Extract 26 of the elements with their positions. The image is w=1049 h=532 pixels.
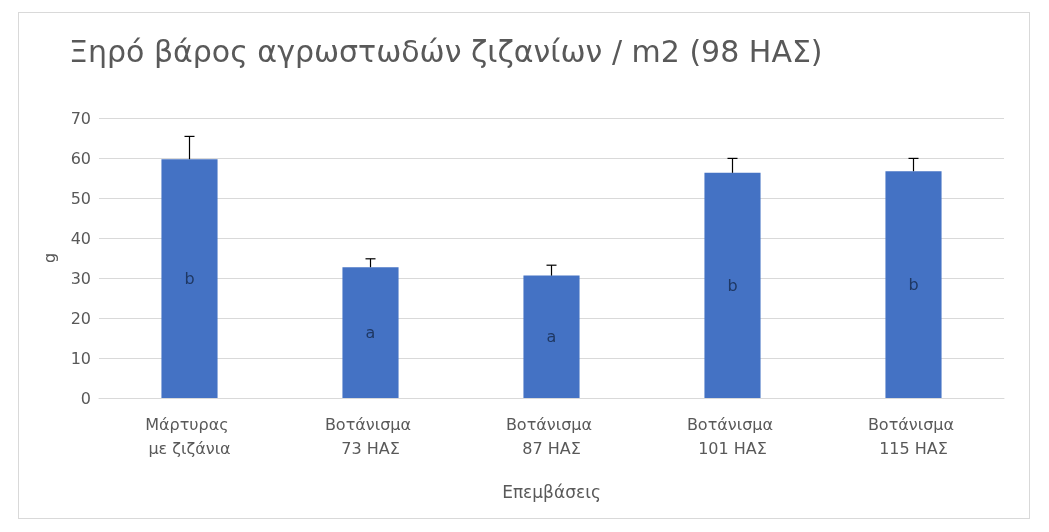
y-tick-label: 50 bbox=[70, 188, 91, 208]
bar bbox=[704, 172, 761, 398]
y-tick-label: 40 bbox=[70, 228, 91, 248]
bar bbox=[342, 267, 399, 398]
x-tick-label: Μάρτυρας με ζιζάνια bbox=[145, 414, 234, 458]
y-tick-label: 30 bbox=[70, 268, 91, 288]
y-tick-label: 20 bbox=[70, 308, 91, 328]
y-tick-label: 70 bbox=[70, 108, 91, 128]
x-tick-label: Βοτάνισμα 87 ΗΑΣ bbox=[505, 414, 598, 458]
annotation: b bbox=[727, 275, 738, 295]
chart-title: Ξηρό βάρος αγρωστωδών ζιζανίων / m2 (98 ΗΑΣ) bbox=[69, 33, 823, 69]
annotation: b bbox=[908, 275, 919, 295]
annotation: a bbox=[546, 327, 557, 347]
x-tick-label: Βοτάνισμα 115 ΗΑΣ bbox=[867, 414, 960, 458]
y-tick-label: 60 bbox=[70, 148, 91, 168]
y-tick-label: 10 bbox=[70, 348, 91, 368]
x-tick-label: Βοτάνισμα 101 ΗΑΣ bbox=[686, 414, 779, 458]
x-axis-title: Επεμβάσεις bbox=[502, 481, 601, 502]
annotation: a bbox=[365, 323, 376, 343]
x-tick-label: Βοτάνισμα 73 ΗΑΣ bbox=[324, 414, 417, 458]
bar bbox=[885, 171, 942, 398]
annotation: b bbox=[184, 269, 195, 289]
y-axis-title: g bbox=[39, 252, 59, 264]
bar bbox=[523, 275, 580, 398]
bar bbox=[161, 159, 218, 398]
y-tick-label: 0 bbox=[80, 388, 91, 408]
